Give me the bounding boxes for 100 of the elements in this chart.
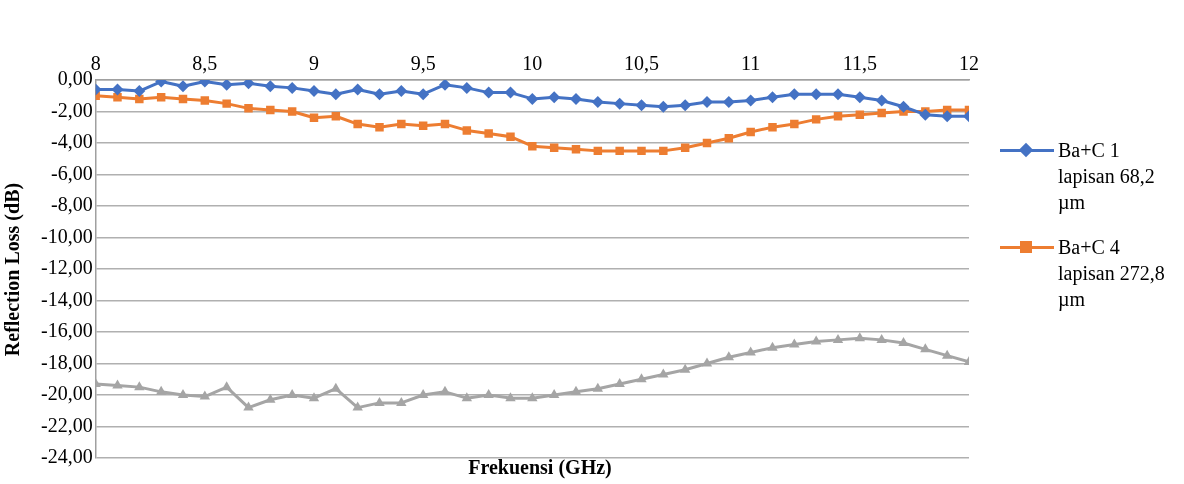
point — [789, 338, 800, 348]
point — [396, 396, 407, 406]
y-tick-label: -12,00 — [40, 256, 93, 279]
legend-label: Ba+C 4 lapisan 272,8 µm — [1058, 235, 1166, 312]
point — [570, 92, 582, 105]
point — [417, 88, 430, 101]
point — [506, 132, 515, 141]
point — [483, 389, 494, 398]
y-tick-label: -6,00 — [50, 161, 93, 184]
point — [527, 392, 538, 402]
point — [854, 332, 866, 342]
point — [548, 389, 560, 398]
point — [156, 93, 166, 102]
point — [155, 385, 167, 395]
x-tick-label: 11 — [741, 52, 761, 75]
point — [615, 146, 624, 156]
point — [832, 333, 844, 343]
point — [373, 88, 386, 101]
point — [637, 146, 646, 156]
point — [898, 337, 909, 347]
point — [462, 126, 472, 135]
point — [264, 80, 277, 93]
point — [484, 129, 493, 138]
point — [244, 104, 253, 113]
y-tick-label: -24,00 — [40, 445, 93, 468]
point — [460, 81, 473, 94]
point — [723, 351, 735, 361]
point — [811, 115, 821, 124]
point — [920, 343, 931, 353]
point — [133, 85, 146, 98]
point — [528, 141, 537, 151]
point — [855, 110, 865, 119]
point — [570, 385, 582, 395]
x-tick-label: 10,5 — [624, 52, 659, 75]
y-tick-label: -18,00 — [40, 350, 93, 373]
point — [199, 390, 211, 400]
x-tick-label: 9 — [309, 52, 319, 75]
y-tick-label: -4,00 — [50, 130, 93, 153]
point — [135, 94, 144, 104]
point — [329, 88, 342, 101]
point — [221, 381, 232, 391]
point — [397, 119, 406, 129]
point — [744, 94, 757, 107]
point — [439, 80, 451, 91]
y-tick-label: -16,00 — [40, 319, 93, 342]
point — [613, 97, 626, 110]
point — [877, 108, 886, 118]
legend-label: Ba+C 1 lapisan 68,2 µm — [1058, 138, 1156, 215]
point — [352, 401, 363, 411]
point — [375, 123, 384, 132]
point — [635, 99, 648, 112]
y-tick-label: -2,00 — [50, 98, 93, 121]
point — [308, 85, 320, 98]
point — [418, 121, 428, 130]
point — [614, 377, 625, 387]
point — [701, 96, 713, 109]
point — [919, 108, 932, 121]
point — [636, 373, 647, 383]
point — [308, 392, 320, 402]
point — [549, 143, 559, 152]
y-tick-label: -22,00 — [40, 413, 93, 436]
point — [853, 91, 866, 104]
point — [746, 127, 755, 137]
point — [724, 134, 734, 143]
point — [832, 88, 844, 101]
point — [591, 96, 604, 109]
point — [177, 389, 189, 398]
point — [526, 92, 539, 105]
point — [200, 96, 210, 105]
point — [353, 119, 362, 129]
x-axis-title: Frekuensi (GHz) — [467, 456, 613, 479]
point — [767, 341, 778, 351]
y-tick-label: -14,00 — [40, 287, 93, 310]
point — [897, 100, 910, 113]
point — [875, 94, 888, 107]
x-tick-label: 10 — [522, 52, 543, 75]
point — [658, 368, 669, 378]
point — [242, 80, 255, 90]
point — [461, 392, 473, 402]
point — [592, 382, 604, 392]
point — [112, 379, 123, 389]
point — [659, 146, 668, 156]
point — [680, 143, 690, 152]
point — [351, 83, 364, 96]
point — [287, 107, 297, 116]
point — [657, 100, 670, 113]
x-tick-label: 8,5 — [192, 52, 218, 75]
point — [134, 381, 145, 391]
point — [876, 333, 887, 343]
point — [679, 363, 691, 373]
point — [766, 91, 779, 104]
point — [790, 119, 799, 129]
point — [176, 80, 189, 93]
point — [395, 85, 408, 98]
y-axis-title: Reflection Loss (dB) — [0, 181, 24, 359]
point — [679, 99, 692, 112]
point — [810, 335, 822, 345]
point — [265, 393, 276, 403]
y-tick-label: -10,00 — [40, 224, 93, 247]
point — [571, 145, 581, 154]
